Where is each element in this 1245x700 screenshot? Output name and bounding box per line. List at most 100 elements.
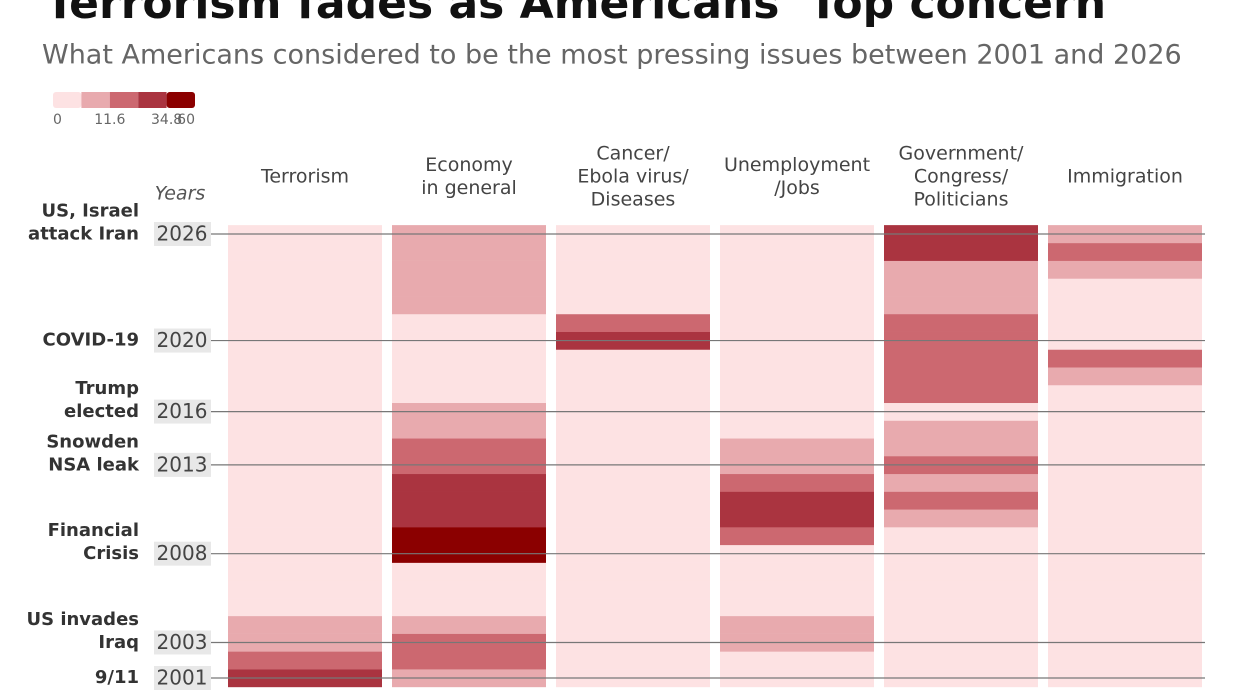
heatmap-cell	[1048, 384, 1202, 404]
legend-tick-label: 0	[53, 112, 62, 128]
heatmap-cell	[720, 473, 874, 492]
annotation: 9/11	[95, 667, 139, 688]
heatmap-cell	[228, 473, 382, 492]
y-tick-bg	[154, 452, 211, 477]
chart-title: Terrorism fades as Americans' Top concer…	[45, 0, 1106, 29]
heatmap-cell	[884, 527, 1038, 546]
heatmap-cell	[720, 562, 874, 581]
annotation: Iraq	[98, 632, 139, 653]
y-tick-label: 2003	[157, 630, 208, 654]
heatmap-cell	[884, 260, 1038, 279]
annotation: Financial	[48, 520, 139, 541]
heatmap-cell	[884, 509, 1038, 528]
heatmap-cell	[556, 527, 710, 546]
legend-tick-label: 11.6	[94, 112, 125, 128]
heatmap-cell	[556, 651, 710, 670]
heatmap-cell	[556, 367, 710, 386]
heatmap-cell	[556, 313, 710, 332]
heatmap-cell	[1048, 278, 1202, 297]
heatmap-cell	[228, 313, 382, 332]
annotation: US invades	[26, 609, 139, 630]
heatmap-cell	[1048, 615, 1202, 634]
heatmap-cell	[228, 296, 382, 315]
heatmap-cell	[228, 527, 382, 546]
heatmap-cell	[720, 615, 874, 634]
chart-subtitle: What Americans considered to be the most…	[42, 40, 1182, 71]
heatmap-cell	[392, 438, 546, 457]
heatmap-cell	[556, 260, 710, 279]
heatmap-cell	[1048, 349, 1202, 368]
heatmap-cell	[720, 651, 874, 670]
heatmap-cell	[228, 242, 382, 261]
annotation: NSA leak	[48, 454, 140, 475]
heatmap-cell	[884, 473, 1038, 492]
heatmap-cell	[884, 615, 1038, 634]
heatmap-cell	[1048, 473, 1202, 492]
column-label: Cancer/	[596, 143, 670, 165]
heatmap-cell	[720, 580, 874, 599]
heatmap-cell	[884, 367, 1038, 386]
column-label: Diseases	[591, 189, 676, 211]
heatmap-cell	[720, 420, 874, 439]
heatmap-cell	[556, 242, 710, 261]
heatmap-cell	[884, 278, 1038, 297]
annotation: Trump	[75, 378, 139, 399]
y-tick-label: 2001	[157, 666, 208, 690]
y-tick-bg	[154, 328, 211, 353]
heatmap-cell	[884, 491, 1038, 510]
heatmap-cell	[392, 296, 546, 315]
heatmap-cell	[720, 260, 874, 279]
heatmap-cell	[392, 598, 546, 617]
heatmap-cell	[228, 278, 382, 297]
heatmap-cell	[228, 349, 382, 368]
heatmap-cell	[556, 438, 710, 457]
heatmap-cell	[720, 384, 874, 404]
heatmap-cell	[1048, 438, 1202, 457]
heatmap-cell	[392, 313, 546, 332]
heatmap-cell	[392, 562, 546, 581]
heatmap-cell	[228, 438, 382, 457]
heatmap-cell	[884, 349, 1038, 368]
legend-swatch	[53, 92, 82, 108]
heatmap-cell	[720, 598, 874, 617]
heatmap-cell	[392, 278, 546, 297]
heatmap-cell	[228, 562, 382, 581]
heatmap-cell	[884, 296, 1038, 315]
heatmap-cell	[392, 367, 546, 386]
heatmap-cell	[392, 260, 546, 279]
annotation: COVID-19	[43, 330, 139, 351]
heatmap-cell	[884, 580, 1038, 599]
heatmap-cell	[556, 349, 710, 368]
y-tick-bg	[154, 222, 211, 246]
column-label: Ebola virus/	[577, 166, 689, 188]
heatmap-cell	[1048, 651, 1202, 670]
heatmap-cell	[228, 580, 382, 599]
heatmap-cell	[392, 651, 546, 670]
heatmap-cell	[1048, 562, 1202, 581]
legend-swatch	[109, 92, 139, 108]
heatmap-cell	[228, 420, 382, 439]
annotation: elected	[64, 401, 139, 422]
heatmap-cell	[556, 580, 710, 599]
heatmap-cell	[884, 598, 1038, 617]
heatmap-cell	[392, 242, 546, 261]
annotation: Snowden	[46, 431, 139, 452]
heatmap-cell	[556, 384, 710, 404]
y-tick-bg	[154, 541, 211, 566]
heatmap-cell	[1048, 491, 1202, 510]
annotation: US, Israel	[42, 201, 140, 222]
y-tick-label: 2008	[157, 541, 208, 565]
heatmap-cell	[884, 438, 1038, 457]
column-label: Unemployment	[724, 154, 870, 176]
heatmap-cell	[1048, 598, 1202, 617]
y-tick-bg	[154, 630, 211, 655]
heatmap-cell	[884, 313, 1038, 332]
heatmap-cell	[228, 615, 382, 634]
heatmap-cell	[228, 598, 382, 617]
heatmap-cell	[720, 349, 874, 368]
heatmap-cell	[556, 598, 710, 617]
heatmap-cell	[392, 349, 546, 368]
heatmap-cell	[884, 651, 1038, 670]
